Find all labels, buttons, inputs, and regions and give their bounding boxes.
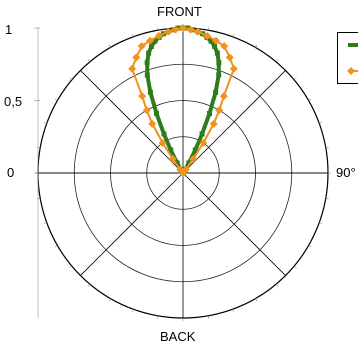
outer-tick-150 <box>255 298 258 302</box>
outer-tick-210 <box>108 298 111 302</box>
series-1-point-30 <box>152 38 158 44</box>
outer-tick-130 <box>293 265 297 269</box>
series-2-point-12 <box>189 154 198 163</box>
outer-tick-20 <box>232 33 234 37</box>
outer-tick-160 <box>232 309 234 313</box>
series-2-point-3 <box>203 31 212 40</box>
outer-tick-230 <box>69 265 73 269</box>
outer-tick-140 <box>275 283 279 287</box>
series-2-point-5 <box>220 42 229 51</box>
series-2-point-25 <box>154 31 163 40</box>
outer-tick-110 <box>319 222 323 224</box>
series-1-point-28 <box>146 50 152 56</box>
series-1-point-29 <box>148 43 154 49</box>
series-2-point-17 <box>158 138 167 147</box>
legend-swatches <box>347 43 358 75</box>
series-1-point-6 <box>208 38 214 44</box>
r-tick-label-0: 0 <box>7 165 15 180</box>
outer-tick-350 <box>157 27 159 31</box>
series-2-point-23 <box>137 42 146 51</box>
series-2-point-21 <box>128 64 137 73</box>
series-2-point-15 <box>176 165 185 174</box>
legend <box>337 32 358 84</box>
right-angle-label: 90° <box>336 165 356 180</box>
series-2-point-24 <box>146 36 155 45</box>
series-2-point-2 <box>193 27 202 36</box>
series-1-point-26 <box>144 72 150 78</box>
outer-tick-250 <box>43 222 47 224</box>
outer-tick-10 <box>207 27 209 31</box>
outer-tick-290 <box>43 122 47 124</box>
series-2-point-8 <box>219 92 228 101</box>
series-1-point-21 <box>174 160 180 166</box>
series-1-point-22 <box>168 147 174 153</box>
outer-tick-320 <box>87 59 91 63</box>
series-1-point-10 <box>216 72 222 78</box>
grid-spoke-135 <box>182 172 286 276</box>
outer-tick-70 <box>319 122 323 124</box>
series-2-point-11 <box>199 138 208 147</box>
series-2-point-16 <box>168 154 177 163</box>
front-label: FRONT <box>157 4 202 19</box>
series-2-point-4 <box>211 36 220 45</box>
series-2-point-19 <box>142 106 151 115</box>
series-2-point-6 <box>225 53 234 62</box>
outer-tick-300 <box>54 98 58 101</box>
series-2-point-22 <box>132 53 141 62</box>
outer-tick-310 <box>69 77 73 81</box>
outer-tick-240 <box>54 245 58 248</box>
series-1-point-25 <box>147 89 153 95</box>
outer-tick-330 <box>108 44 111 48</box>
outer-tick-190 <box>157 315 159 319</box>
r-tick-label-0-5: 0,5 <box>4 94 23 109</box>
series-2-point-9 <box>215 106 224 115</box>
series-2-point-20 <box>138 92 147 101</box>
series-1-point-24 <box>153 110 159 116</box>
series-1-point-11 <box>213 89 219 95</box>
series-2-point-1 <box>186 25 195 34</box>
outer-tick-30 <box>255 44 258 48</box>
outer-tick-80 <box>325 147 329 149</box>
series-2-point-26 <box>164 27 173 36</box>
series-2-point-18 <box>148 119 157 128</box>
series-1-point-12 <box>207 110 213 116</box>
series-2-point-0 <box>179 24 187 32</box>
outer-tick-50 <box>293 77 297 81</box>
series-2-point-27 <box>171 25 180 34</box>
series-1-point-8 <box>214 50 220 56</box>
legend-marker-series-2 <box>347 67 355 75</box>
outer-tick-340 <box>132 33 134 37</box>
outer-tick-220 <box>87 283 91 287</box>
series-1-point-23 <box>161 131 167 137</box>
outer-tick-170 <box>207 315 209 319</box>
series-layer <box>128 24 238 177</box>
series-1-point-15 <box>186 160 192 166</box>
series-1-point-13 <box>199 131 205 137</box>
series-1-point-7 <box>212 43 218 49</box>
grid-spoke-225 <box>80 172 184 276</box>
outer-tick-60 <box>308 98 312 101</box>
back-label: BACK <box>160 329 196 344</box>
outer-tick-100 <box>325 197 329 199</box>
series-1-point-9 <box>216 60 222 66</box>
series-2-point-7 <box>229 64 238 73</box>
series-2-point-10 <box>209 119 218 128</box>
series-1-point-14 <box>192 147 198 153</box>
grid-spoke-315 <box>80 70 184 174</box>
outer-tick-200 <box>132 309 134 313</box>
r-tick-label-1: 1 <box>5 22 13 37</box>
outer-tick-40 <box>275 59 279 63</box>
outer-tick-120 <box>308 245 312 248</box>
series-1-point-27 <box>144 60 150 66</box>
grid-spoke-45 <box>182 70 286 174</box>
